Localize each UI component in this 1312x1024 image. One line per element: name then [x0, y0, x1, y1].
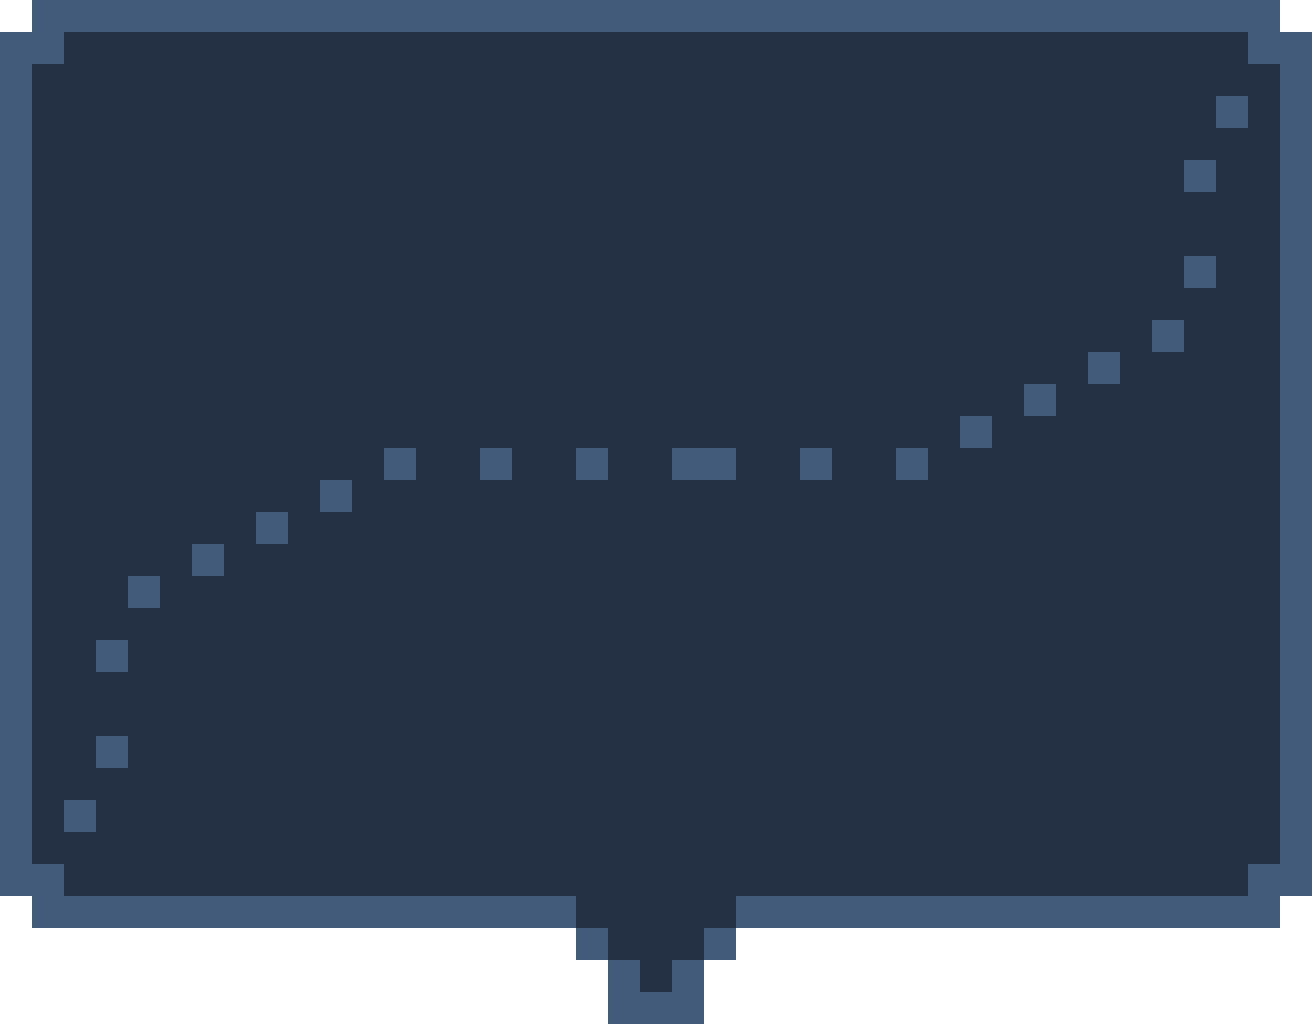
curve-dot	[960, 416, 992, 448]
background-cutout	[768, 928, 1312, 1024]
curve-dot	[896, 448, 928, 480]
curve-dot	[1088, 352, 1120, 384]
fill-block	[64, 864, 1248, 896]
curve-dot	[1024, 384, 1056, 416]
background-cutout	[1280, 896, 1312, 1024]
curve-dot	[128, 576, 160, 608]
curve-dot	[672, 448, 736, 480]
fill-block	[64, 32, 1248, 64]
curve-dot	[64, 800, 96, 832]
background-cutout	[736, 960, 768, 1024]
border-block	[32, 0, 1280, 32]
curve-dot	[576, 448, 608, 480]
curve-dot	[96, 640, 128, 672]
background-cutout	[32, 928, 544, 1024]
curve-dot	[256, 512, 288, 544]
curve-dot	[1152, 320, 1184, 352]
fill-block	[576, 896, 736, 928]
background-cutout	[0, 896, 32, 1024]
curve-dot	[96, 736, 128, 768]
curve-dot	[192, 544, 224, 576]
curve-dot	[384, 448, 416, 480]
curve-dot	[1184, 160, 1216, 192]
curve-dot	[480, 448, 512, 480]
curve-dot	[800, 448, 832, 480]
background-cutout	[576, 992, 608, 1024]
bubble-fill	[32, 32, 1280, 992]
curve-dot	[1184, 256, 1216, 288]
curve-dot	[320, 480, 352, 512]
background-cutout	[704, 992, 736, 1024]
dotted-curve-decoration	[64, 96, 1248, 832]
fill-block	[640, 960, 672, 992]
fill-block	[32, 64, 1280, 864]
curve-dot	[1216, 96, 1248, 128]
background-cutout	[544, 960, 576, 1024]
fill-block	[608, 928, 704, 960]
border-block	[608, 992, 704, 1024]
